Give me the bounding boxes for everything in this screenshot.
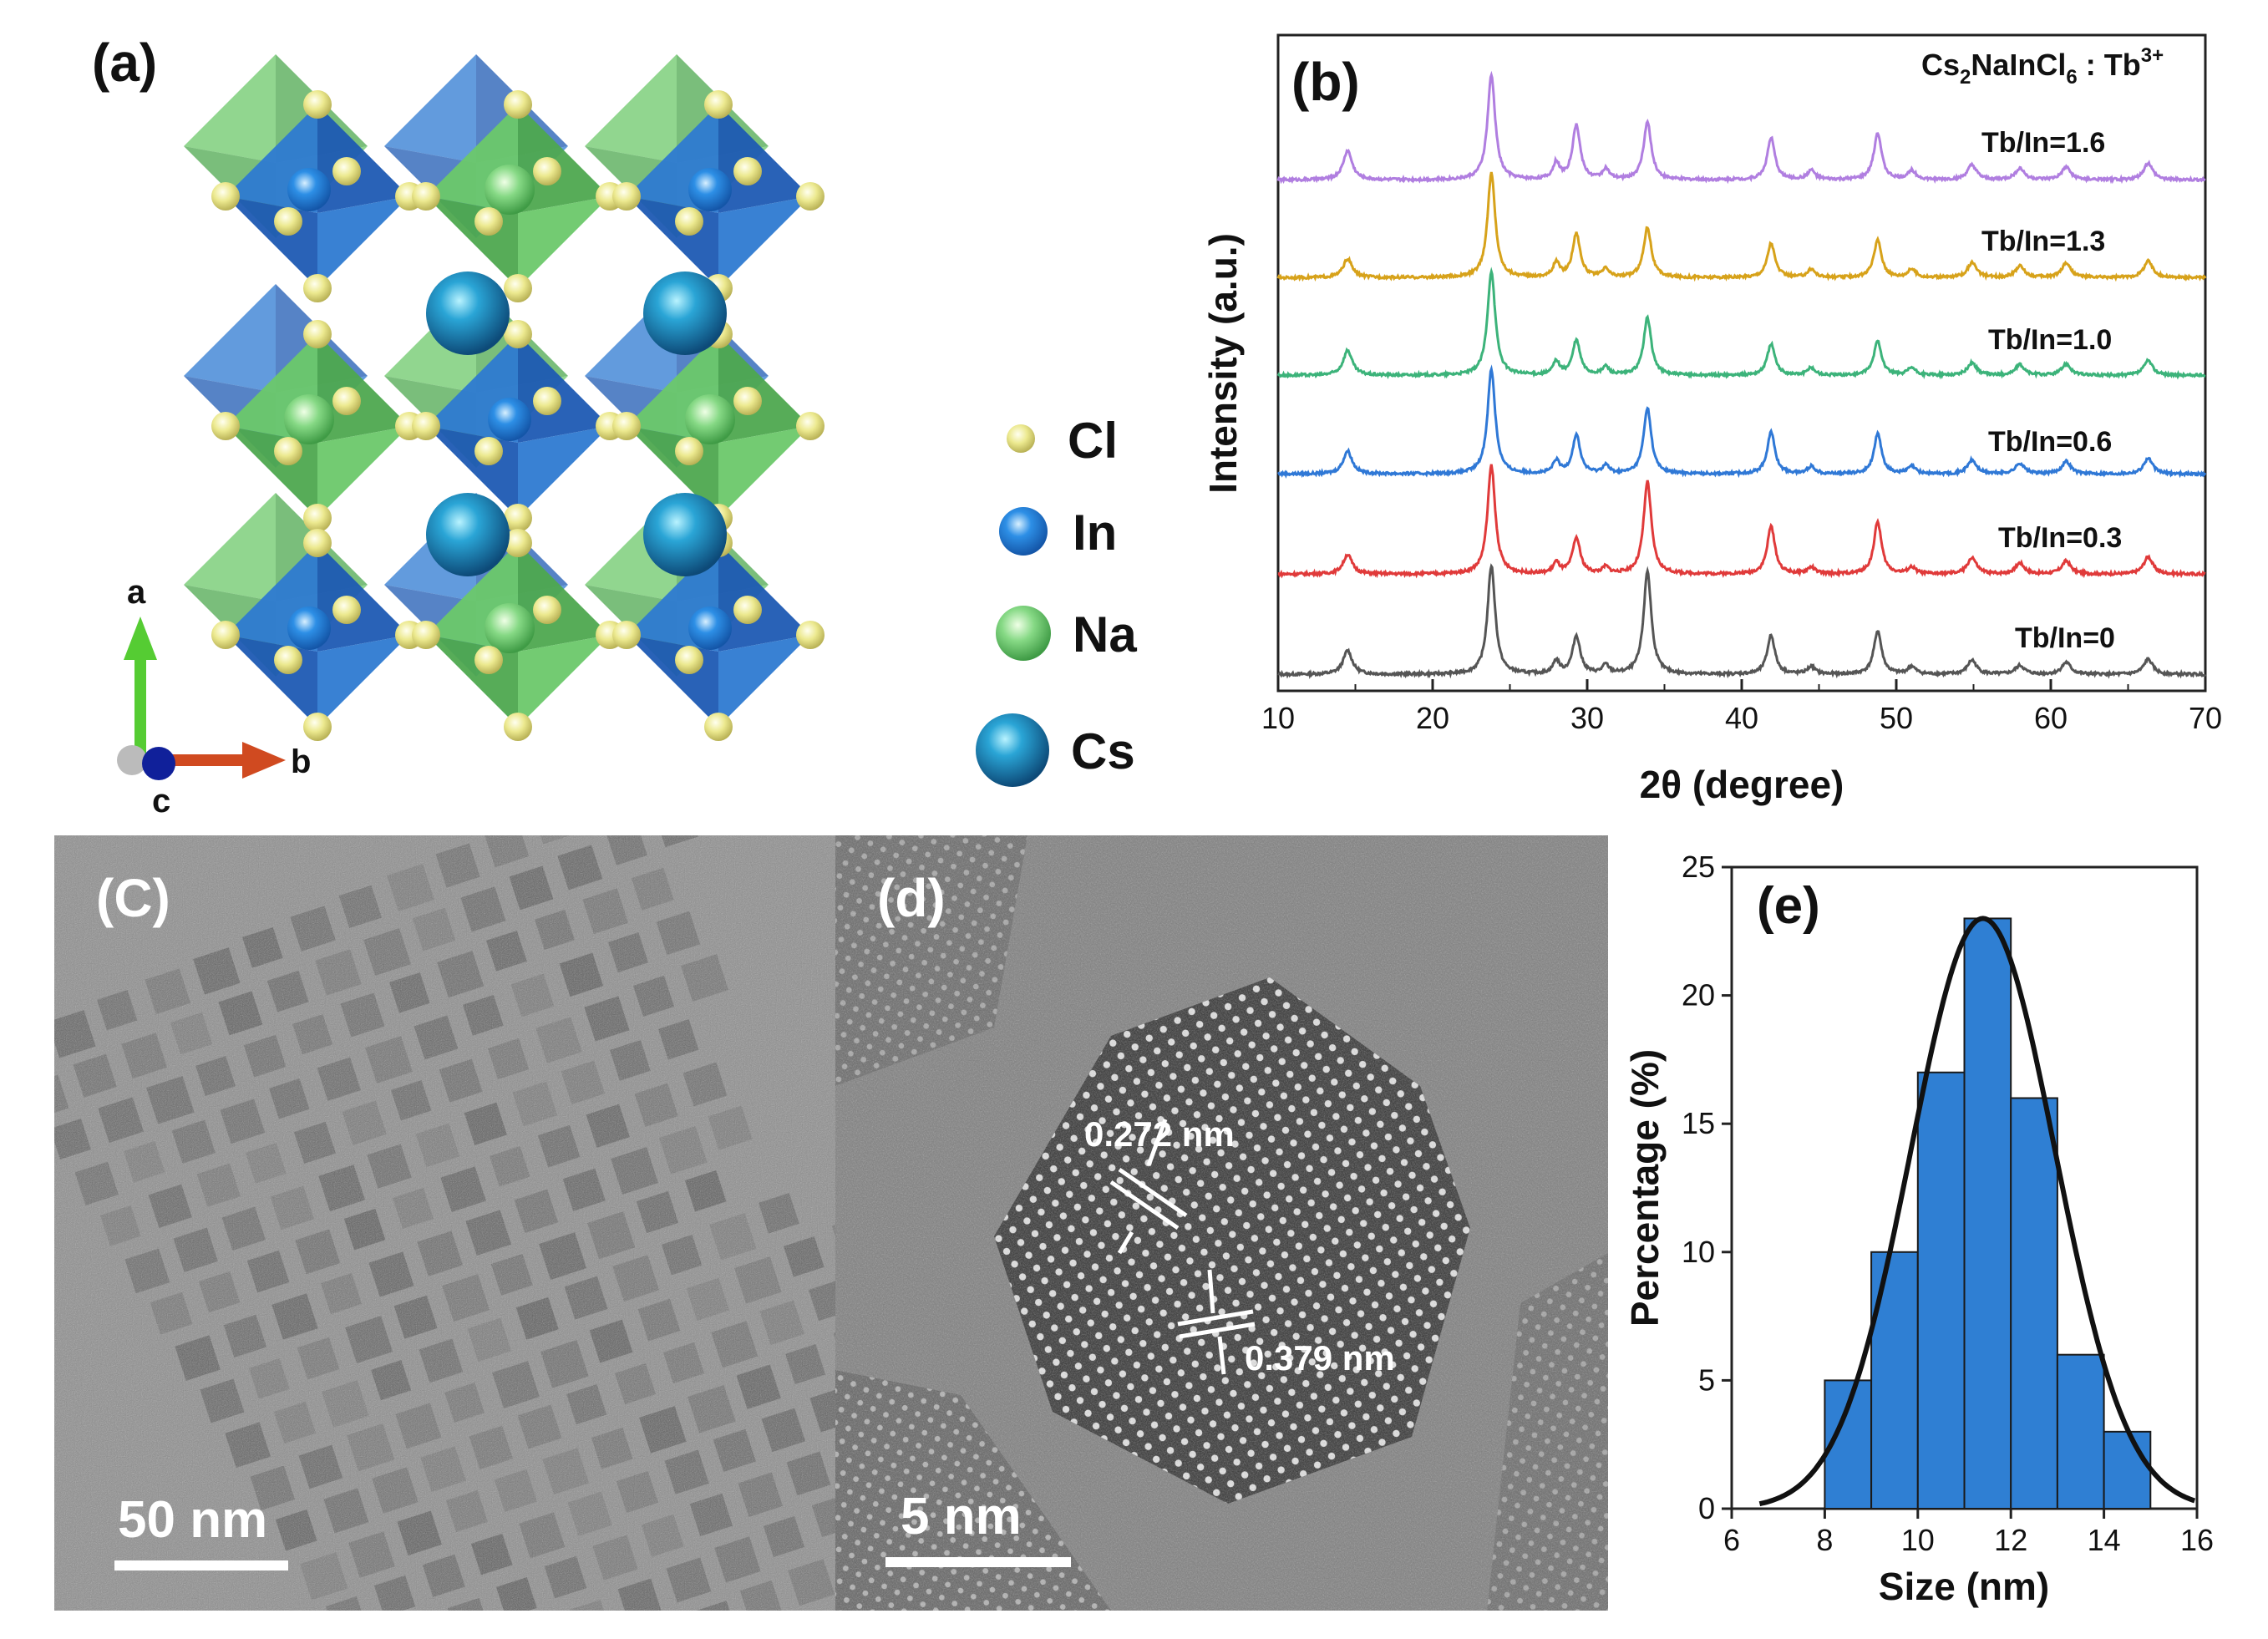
panel-e: (e) 6 8 10 12 14 16 0 5 10 15 20 25 Size (nm) Perce… (1608, 835, 2268, 1639)
hist-x-tick-label: 14 (2088, 1523, 2121, 1557)
xrd-x-tick-label: 40 (1725, 701, 1758, 735)
xrd-series-line (1276, 266, 2206, 380)
hist-y-tick-label: 20 (1682, 978, 1715, 1012)
xrd-title: Cs2NaInCl6 : Tb3+ (1921, 44, 2164, 89)
axes-indicator: a b c (117, 574, 311, 820)
lattice-spacing-marker-1 (1109, 1119, 1188, 1255)
xrd-series-line (1276, 70, 2206, 185)
hist-y-tick-label: 5 (1698, 1362, 1715, 1397)
xrd-x-tick-label: 30 (1570, 701, 1604, 735)
svg-text:Cl: Cl (1068, 413, 1118, 469)
hist-bar (1916, 1071, 1966, 1510)
xrd-series-label: Tb/In=0.6 (1988, 426, 2112, 458)
hist-x-tick-label: 10 (1901, 1523, 1935, 1557)
panel-a-label: (a) (92, 33, 158, 93)
hist-bar (2056, 1353, 2105, 1510)
panel-c-scale-text: 50 nm (118, 1491, 268, 1549)
crystal-structure: Cl In Na Cs a b c (117, 54, 1137, 820)
xrd-x-tick-label: 50 (1880, 701, 1913, 735)
hist-bar (2010, 1097, 2058, 1510)
xrd-series-label: Tb/In=0.3 (1998, 522, 2122, 554)
hist-y-tick-label: 25 (1682, 850, 1715, 884)
atoms-layer (211, 90, 824, 741)
hist-x-tick-label: 16 (2180, 1523, 2214, 1557)
xrd-x-tick-label: 20 (1416, 701, 1449, 735)
legend-cs: Cs (976, 713, 1135, 787)
xrd-series-line (1277, 563, 2207, 680)
xrd-series-label: Tb/In=1.3 (1981, 226, 2105, 257)
xrd-ylabel: Intensity (a.u.) (1201, 233, 1245, 494)
xrd-x-tick-label: 70 (2189, 701, 2222, 735)
panel-c-label: (C) (96, 868, 170, 928)
xrd-series-line (1277, 464, 2206, 579)
axis-b-label: b (291, 743, 311, 780)
xrd-series-label: Tb/In=1.6 (1981, 127, 2105, 159)
lattice-spacing-marker-2 (1177, 1269, 1256, 1375)
hist-x-tick-label: 8 (1816, 1523, 1833, 1557)
hist-xlabel: Size (nm) (1879, 1565, 2049, 1608)
legend-in: In (999, 505, 1117, 561)
hist-x-tick-label: 12 (1994, 1523, 2027, 1557)
panel-a: (a) (0, 0, 1211, 827)
panel-d-scale-bar (885, 1557, 1071, 1567)
panel-d-label: (d) (877, 868, 946, 928)
panel-e-label: (e) (1757, 877, 1820, 935)
hist-y-tick-label: 15 (1682, 1106, 1715, 1140)
xrd-x-tick-label: 60 (2034, 701, 2068, 735)
gaussian-fit-curve (1758, 916, 2196, 1507)
svg-text:Cs: Cs (1071, 723, 1135, 779)
axis-a-label: a (127, 574, 146, 611)
xrd-x-tick-label: 10 (1261, 701, 1295, 735)
panel-b: (b) Cs2NaInCl6 : Tb3+ Tb/In=0 Tb/In=0.3 Tb… (1170, 0, 2268, 827)
hist-y-tick-label: 10 (1682, 1235, 1715, 1269)
panel-c-scale-bar (114, 1560, 288, 1570)
xrd-chart: (b) Cs2NaInCl6 : Tb3+ Tb/In=0 Tb/In=0.3 Tb… (1201, 33, 2222, 806)
svg-text:In: In (1073, 505, 1117, 561)
hist-y-tick-label: 0 (1698, 1491, 1715, 1525)
legend-na: Na (996, 606, 1137, 662)
panel-d-scale-text: 5 nm (901, 1488, 1022, 1545)
axis-c-label: c (152, 783, 170, 820)
hist-bar (1870, 1251, 1919, 1510)
panel-d-hrtem-image: 0.272 nm 0.379 nm (d) 5 nm (835, 835, 1608, 1611)
xrd-series-line (1276, 171, 2207, 282)
svg-text:Na: Na (1073, 606, 1137, 662)
lattice-spacing-label-2: 0.379 nm (1245, 1338, 1395, 1378)
hist-bar (2103, 1430, 2152, 1510)
xrd-series-label: Tb/In=1.0 (1988, 324, 2112, 356)
panel-b-label: (b) (1291, 52, 1360, 112)
size-histogram: (e) 6 8 10 12 14 16 0 5 10 15 20 25 Size (nm) Perce… (1623, 850, 2214, 1608)
legend-cl: Cl (1007, 413, 1118, 469)
xrd-series-label: Tb/In=0 (2015, 622, 2115, 654)
xrd-title-text: Cs2NaInCl6 : Tb3+ (1921, 44, 2164, 89)
hist-x-tick-label: 6 (1723, 1523, 1740, 1557)
lattice-spacing-label-1: 0.272 nm (1084, 1114, 1235, 1154)
hist-ylabel: Percentage (%) (1623, 1049, 1667, 1327)
panel-c-tem-image: (C) 50 nm (54, 835, 835, 1611)
xrd-xlabel: 2θ (degree) (1640, 763, 1844, 806)
xrd-series-line (1277, 364, 2207, 480)
hist-bar (1963, 917, 2012, 1510)
